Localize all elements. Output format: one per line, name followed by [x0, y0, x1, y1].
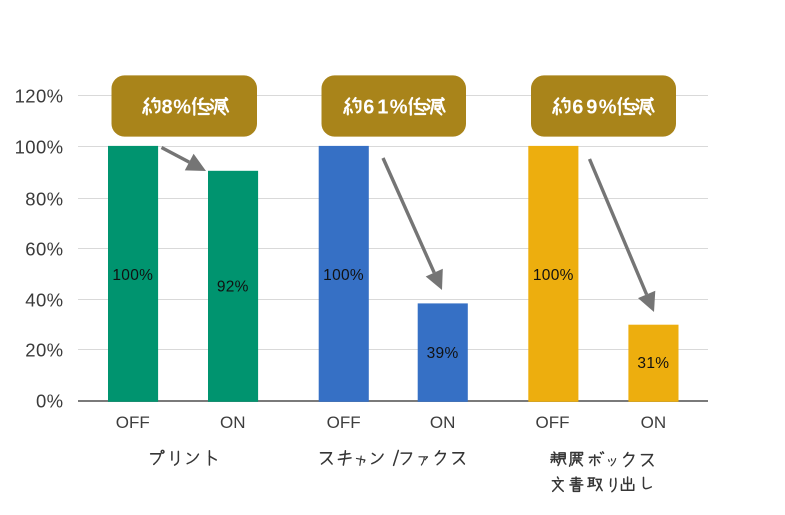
svg-text:ON: ON [641, 413, 667, 432]
svg-text:40%: 40% [25, 290, 63, 311]
svg-text:ON: ON [220, 413, 246, 432]
svg-text:%: % [390, 97, 408, 119]
svg-text:100%: 100% [323, 267, 364, 284]
svg-text:60%: 60% [25, 239, 63, 260]
svg-text:9: 9 [586, 97, 597, 119]
svg-text:8: 8 [162, 97, 173, 119]
svg-text:0%: 0% [36, 391, 64, 412]
svg-text:OFF: OFF [536, 413, 570, 432]
svg-text:100%: 100% [112, 267, 153, 284]
svg-text:OFF: OFF [116, 413, 150, 432]
svg-text:6: 6 [363, 97, 374, 119]
svg-text:100%: 100% [15, 137, 64, 158]
svg-text:80%: 80% [25, 189, 63, 210]
svg-text:%: % [173, 97, 191, 119]
svg-text:39%: 39% [427, 345, 459, 362]
svg-text:120%: 120% [15, 86, 64, 107]
svg-text:100%: 100% [533, 267, 574, 284]
svg-text:31%: 31% [637, 355, 669, 372]
svg-text:20%: 20% [25, 340, 63, 361]
svg-text:1: 1 [377, 97, 388, 119]
svg-text:ON: ON [430, 413, 456, 432]
svg-text:6: 6 [572, 97, 583, 119]
svg-text:92%: 92% [217, 279, 249, 296]
svg-text:%: % [599, 97, 617, 119]
svg-text:OFF: OFF [327, 413, 361, 432]
